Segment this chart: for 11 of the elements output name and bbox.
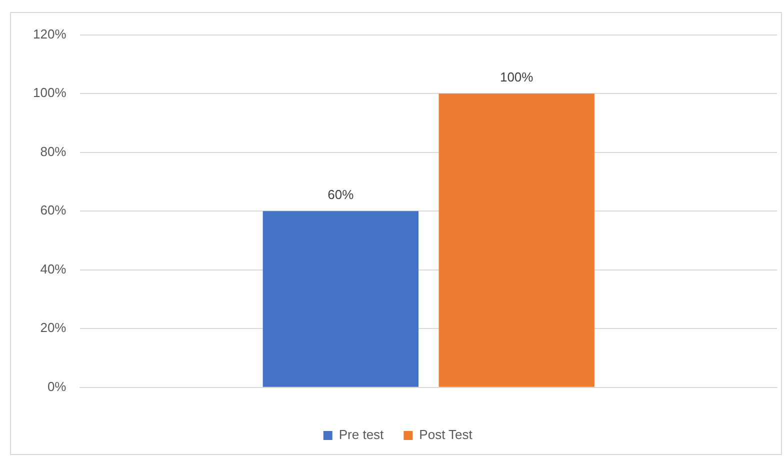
legend-label: Post Test [419, 427, 473, 442]
y-tick-label: 80% [40, 144, 67, 159]
data-label: 60% [328, 187, 354, 202]
y-tick-label: 120% [33, 26, 67, 42]
y-tick-label: 40% [40, 261, 67, 276]
legend-label: Pre test [338, 427, 384, 442]
y-tick-label: 100% [33, 85, 67, 100]
y-tick-label: 60% [40, 202, 67, 218]
data-label: 100% [500, 70, 534, 85]
y-tick-label: 20% [40, 320, 67, 336]
y-tick-label: 0% [47, 378, 67, 394]
